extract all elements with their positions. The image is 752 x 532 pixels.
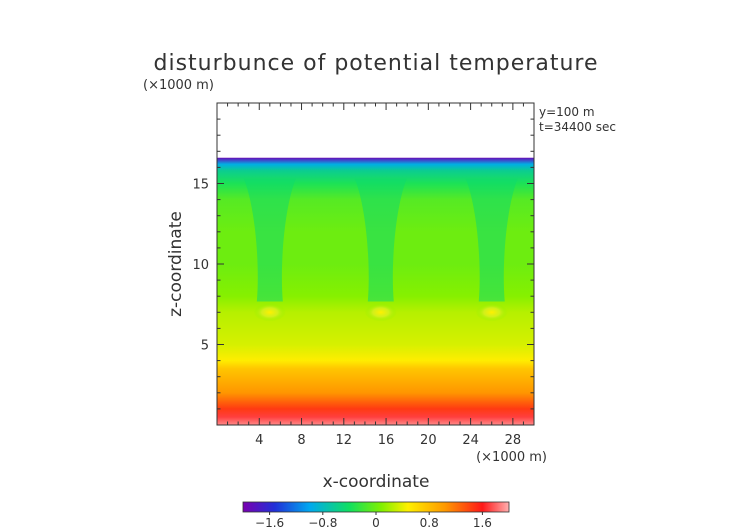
x-tick-label: 4 bbox=[255, 433, 263, 448]
y-axis-title: z-coordinate bbox=[166, 211, 186, 317]
y-tick-label: 5 bbox=[201, 339, 209, 354]
colorbar-tick-label: 0.8 bbox=[420, 516, 439, 530]
warm-blob-1 bbox=[253, 303, 286, 322]
cold-plume-2 bbox=[354, 178, 407, 302]
temperature-field bbox=[217, 157, 534, 425]
y-tick-label: 10 bbox=[192, 258, 209, 273]
plot-area: 4 8 12 16 20 24 28 5 10 15 bbox=[192, 102, 535, 448]
colorbar-ticks: −1.6 −0.8 0 0.8 1.6 bbox=[255, 512, 492, 530]
warm-blob-3 bbox=[475, 303, 508, 322]
colorbar-tick-label: 0 bbox=[372, 516, 380, 530]
x-tick-label: 28 bbox=[505, 433, 522, 448]
y-unit-label: (×1000 m) bbox=[143, 78, 214, 93]
x-axis-title: x-coordinate bbox=[323, 472, 430, 492]
cold-plume-3 bbox=[465, 178, 518, 302]
x-tick-label: 16 bbox=[378, 433, 395, 448]
colorbar-gradient bbox=[242, 501, 510, 513]
y-tick-label: 15 bbox=[192, 178, 209, 193]
x-tick-label: 24 bbox=[462, 433, 479, 448]
colorbar: −1.6 −0.8 0 0.8 1.6 bbox=[242, 501, 510, 530]
chart-title: disturbunce of potential temperature bbox=[154, 51, 599, 76]
annotation-time: t=34400 sec bbox=[539, 120, 616, 134]
x-tick-label: 20 bbox=[420, 433, 437, 448]
cold-plume-1 bbox=[243, 178, 296, 302]
x-tick-label: 8 bbox=[297, 433, 305, 448]
y-axis-ticks: 5 10 15 bbox=[192, 118, 534, 410]
colorbar-tick-label: 1.6 bbox=[473, 516, 492, 530]
x-unit-label: (×1000 m) bbox=[476, 450, 547, 465]
colorbar-tick-label: −1.6 bbox=[255, 516, 284, 530]
x-tick-label: 12 bbox=[336, 433, 353, 448]
warm-blob-2 bbox=[364, 303, 397, 322]
annotation-y: y=100 m bbox=[539, 105, 595, 119]
x-axis-ticks: 4 8 12 16 20 24 28 bbox=[227, 103, 524, 448]
colorbar-tick-label: −0.8 bbox=[308, 516, 337, 530]
